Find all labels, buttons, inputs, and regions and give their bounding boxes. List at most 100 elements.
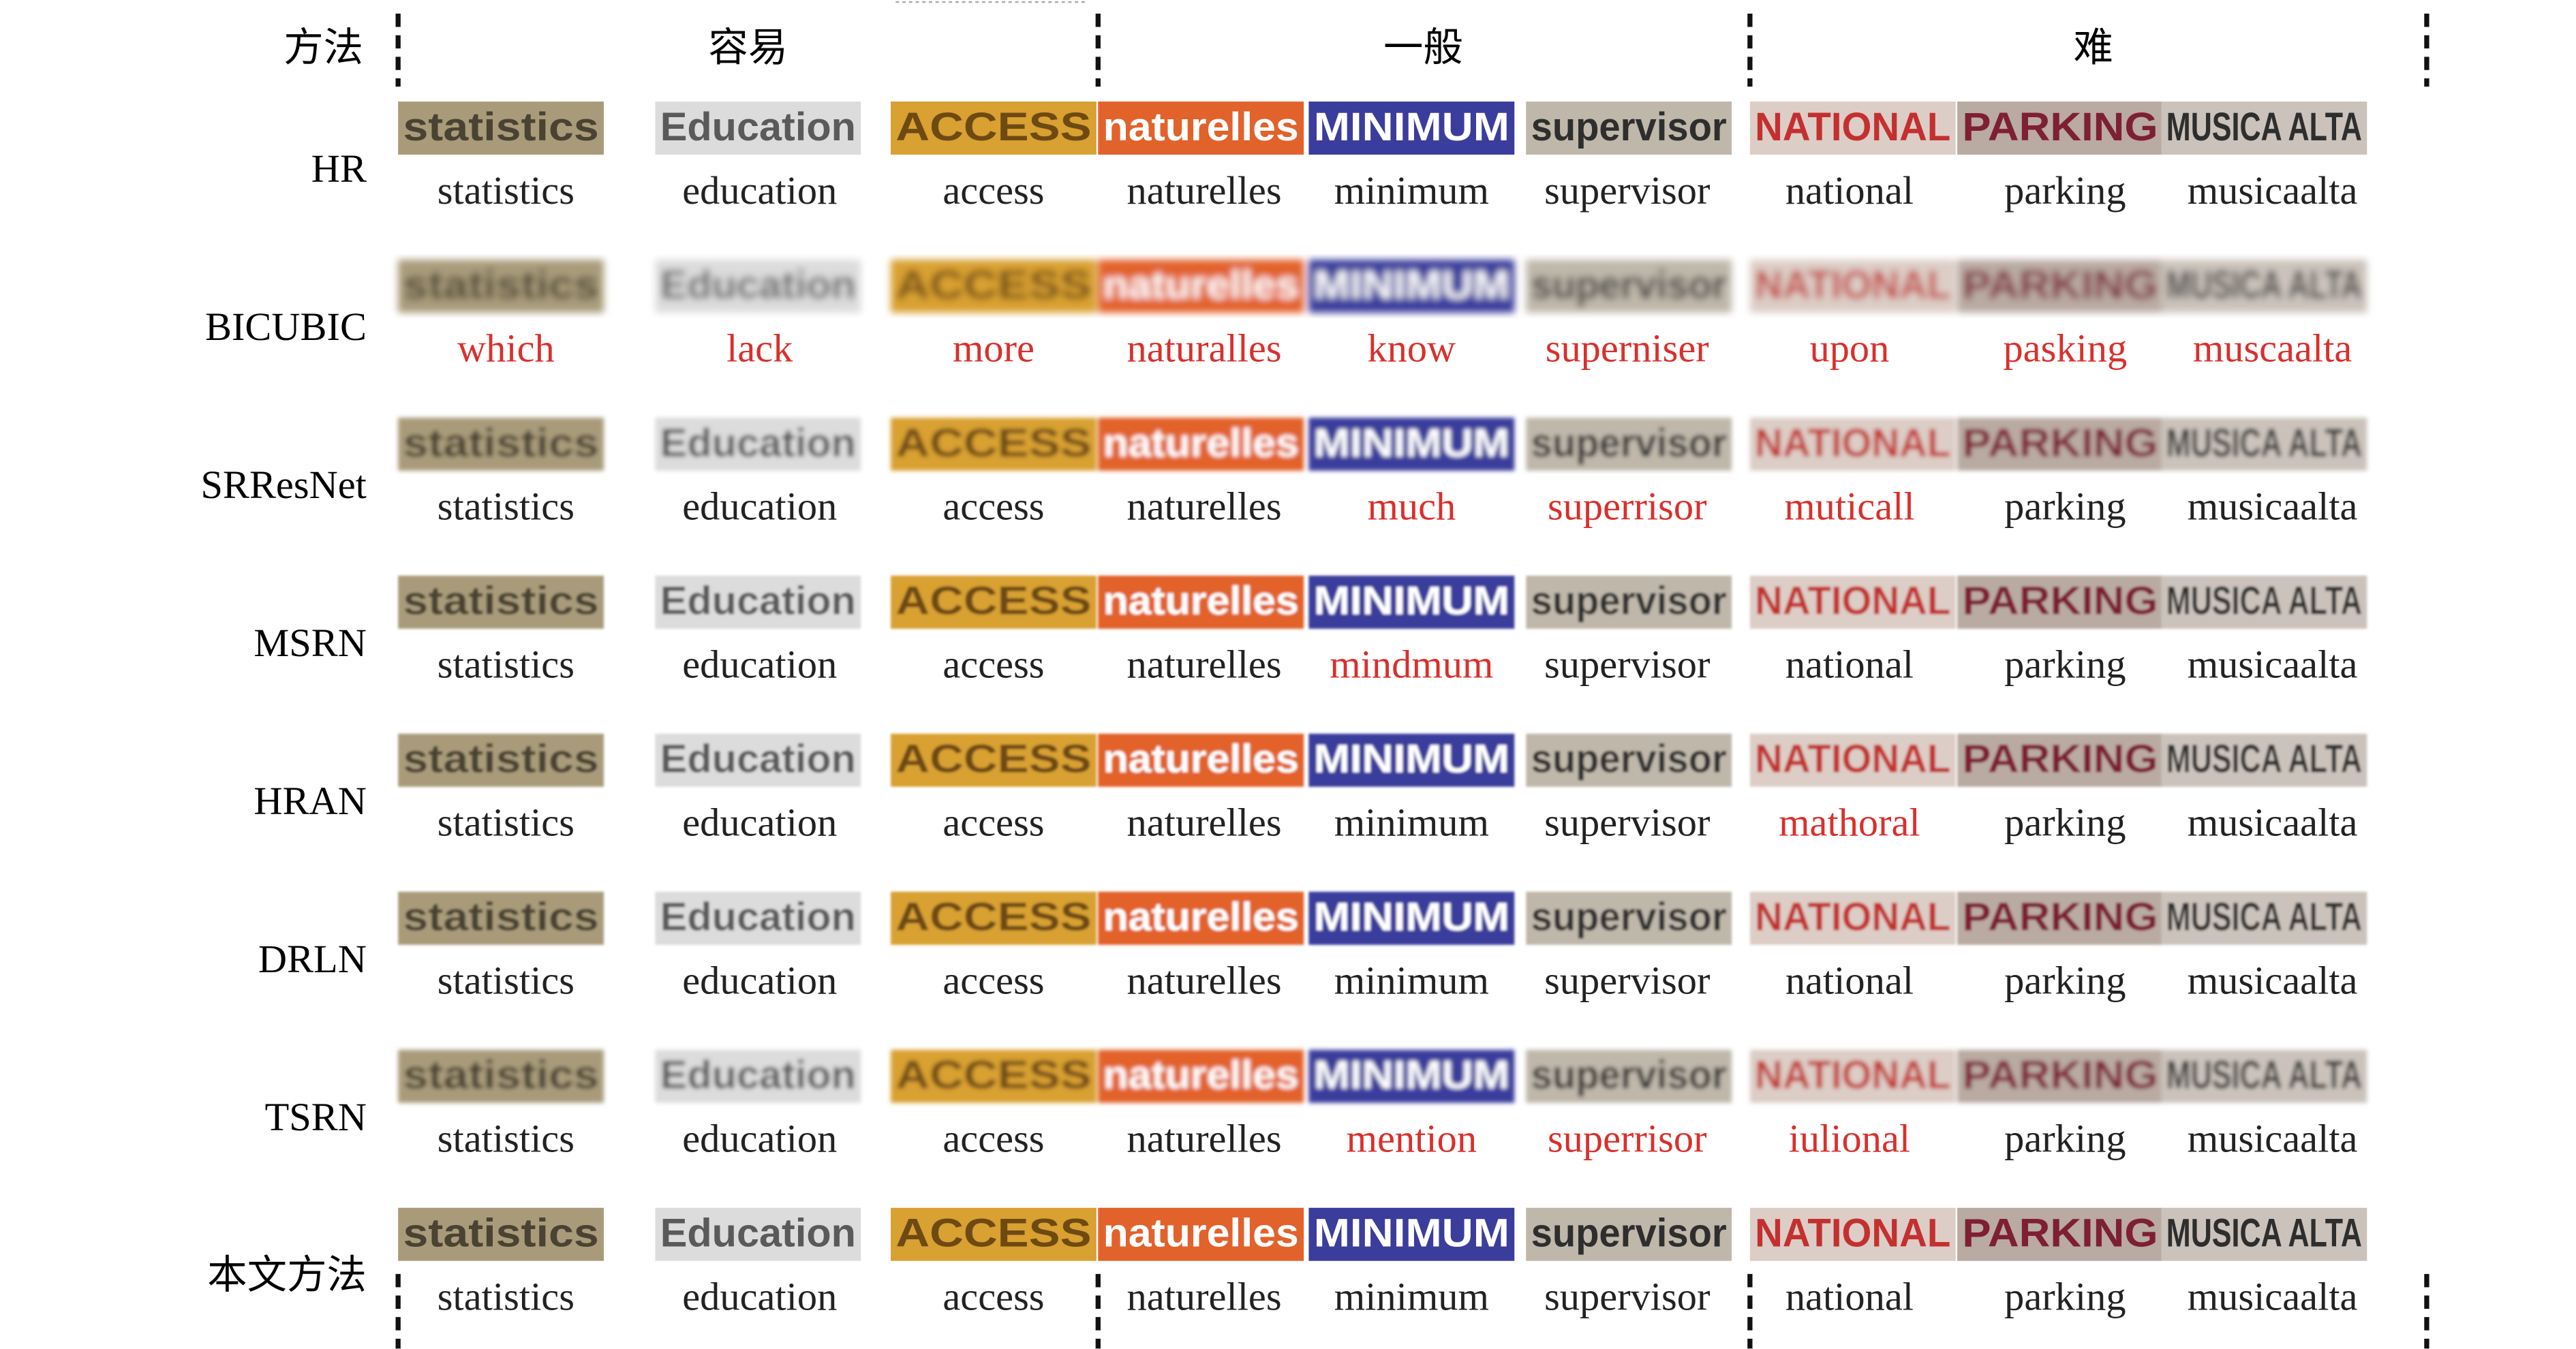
crop-text: PARKING <box>1962 895 2158 940</box>
crop-background <box>1749 260 1956 313</box>
crop-background <box>1526 417 1732 471</box>
crop-background <box>891 260 1097 313</box>
text-crop: MUSICA ALTA <box>2161 260 2367 313</box>
crop-text: MINIMUM <box>1314 737 1509 781</box>
prediction: education <box>682 642 837 687</box>
group-header: 容易 <box>708 25 788 69</box>
method-label: 本文方法 <box>207 1253 367 1297</box>
crop-background <box>891 733 1097 787</box>
crop-background <box>398 417 604 471</box>
crop-text: MUSICA ALTA <box>2166 895 2362 940</box>
crop-text: MINIMUM <box>1314 1211 1509 1256</box>
crop-background <box>2161 891 2367 945</box>
text-crop: NATIONAL <box>1749 260 1956 313</box>
text-crop: ACCESS <box>891 1049 1097 1103</box>
text-crop: naturelles <box>1098 1207 1304 1261</box>
text-crop: PARKING <box>1957 417 2163 471</box>
crop-text: NATIONAL <box>1755 1053 1950 1098</box>
crop-background <box>2161 260 2367 313</box>
text-crop: MUSICA ALTA <box>2161 1207 2367 1261</box>
crop-text: statistics <box>403 1211 598 1256</box>
crop-background <box>1098 733 1304 787</box>
text-crop: PARKING <box>1957 260 2163 313</box>
prediction: parking <box>2004 168 2126 213</box>
crop-background <box>1308 1207 1515 1261</box>
crop-background <box>1098 891 1304 945</box>
text-crop: naturelles <box>1098 575 1304 629</box>
crop-text: naturelles <box>1103 737 1299 781</box>
image-row: statistics Education ACCESS naturelles MINIM… <box>398 1207 2367 1261</box>
prediction: muticall <box>1784 484 1914 529</box>
crop-text: MUSICA ALTA <box>2166 1211 2362 1256</box>
prediction: mathoral <box>1779 801 1920 845</box>
text-crop: NATIONAL <box>1749 417 1956 471</box>
crop-background <box>398 1207 604 1261</box>
text-crop: statistics <box>398 1049 604 1103</box>
crop-background <box>891 1049 1097 1103</box>
crop-background <box>1957 417 2163 471</box>
text-crop: MINIMUM <box>1308 260 1515 313</box>
prediction: minimum <box>1334 1274 1489 1318</box>
text-crop: ACCESS <box>891 1207 1097 1261</box>
crop-text: supervisor <box>1531 737 1727 781</box>
crop-text: ACCESS <box>895 1053 1091 1098</box>
crop-text: Education <box>660 105 856 149</box>
crop-text: supervisor <box>1531 1053 1727 1098</box>
prediction: national <box>1785 959 1914 1003</box>
prediction: minimum <box>1334 168 1489 213</box>
crop-text: Education <box>660 263 856 307</box>
prediction: musicaalta <box>2188 1117 2358 1161</box>
prediction: superrisor <box>1548 1117 1707 1161</box>
crop-background <box>1957 1049 2163 1103</box>
crop-text: NATIONAL <box>1755 1211 1950 1256</box>
crop-background <box>1957 260 2163 313</box>
text-crop: MUSICA ALTA <box>2161 891 2367 945</box>
image-row: statistics Education ACCESS naturelles MINIM… <box>398 417 2367 471</box>
text-crop: Education <box>655 575 861 629</box>
text-crop: MUSICA ALTA <box>2161 417 2367 471</box>
prediction: statistics <box>438 959 574 1003</box>
text-crop: NATIONAL <box>1749 575 1956 629</box>
crop-text: Education <box>660 1211 856 1256</box>
crop-text: MINIMUM <box>1314 421 1509 465</box>
prediction: parking <box>2004 642 2126 687</box>
crop-background <box>1749 102 1956 155</box>
crop-background <box>1308 575 1515 629</box>
prediction: superniser <box>1546 326 1709 371</box>
prediction: education <box>682 959 837 1003</box>
prediction: which <box>457 326 555 371</box>
text-crop: naturelles <box>1098 1049 1304 1103</box>
crop-text: MINIMUM <box>1314 579 1509 623</box>
crop-text: MINIMUM <box>1314 263 1509 307</box>
method-label: SRResNet <box>201 463 367 507</box>
crop-background <box>655 260 861 313</box>
text-crop: supervisor <box>1526 417 1732 471</box>
crop-background <box>1526 260 1732 313</box>
crop-background <box>2161 575 2367 629</box>
text-crop: PARKING <box>1957 891 2163 945</box>
prediction: naturalles <box>1127 326 1282 371</box>
text-crop: PARKING <box>1957 1049 2163 1103</box>
prediction: mindmum <box>1330 642 1493 687</box>
method-label: DRLN <box>258 937 367 981</box>
prediction: education <box>682 801 837 845</box>
crop-background <box>655 102 861 155</box>
crop-background <box>1957 102 2163 155</box>
text-crop: ACCESS <box>891 733 1097 787</box>
crop-background <box>398 102 604 155</box>
text-crop: MUSICA ALTA <box>2161 575 2367 629</box>
text-crop: MINIMUM <box>1308 891 1515 945</box>
prediction: access <box>942 1117 1044 1161</box>
prediction: parking <box>2004 959 2126 1003</box>
crop-text: supervisor <box>1531 579 1727 623</box>
text-crop: statistics <box>398 1207 604 1261</box>
crop-text: supervisor <box>1531 895 1727 940</box>
prediction: supervisor <box>1544 959 1710 1003</box>
crop-background <box>655 891 861 945</box>
crop-text: NATIONAL <box>1755 895 1950 940</box>
crop-background <box>1749 417 1956 471</box>
crop-background <box>1749 1207 1956 1261</box>
crop-text: ACCESS <box>895 737 1091 781</box>
text-crop: naturelles <box>1098 891 1304 945</box>
